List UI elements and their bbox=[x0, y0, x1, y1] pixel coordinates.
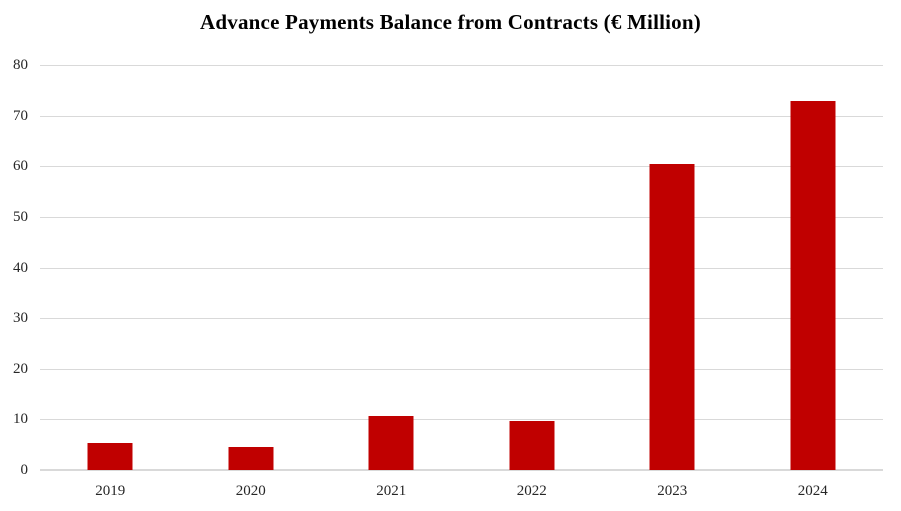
y-tick-label-80: 80 bbox=[13, 57, 28, 73]
y-tick-label-70: 70 bbox=[13, 107, 28, 124]
chart-title: Advance Payments Balance from Contracts … bbox=[200, 10, 701, 34]
gridline-50 bbox=[40, 217, 883, 218]
x-axis-line bbox=[40, 469, 883, 471]
bar-2020 bbox=[228, 447, 274, 470]
y-tick-label-30: 30 bbox=[13, 310, 28, 327]
x-tick-label-2020: 2020 bbox=[235, 483, 266, 499]
gridline-30 bbox=[40, 318, 883, 319]
bar-2019 bbox=[87, 442, 133, 470]
gridline-70 bbox=[40, 116, 883, 117]
x-tick-label-2019: 2019 bbox=[95, 483, 126, 499]
plot-area bbox=[40, 65, 883, 471]
gridline-10 bbox=[40, 419, 883, 420]
x-tick-label-2022: 2022 bbox=[516, 483, 547, 499]
x-tick-label-2024: 2024 bbox=[797, 483, 828, 499]
gridline-20 bbox=[40, 369, 883, 370]
y-tick-label-50: 50 bbox=[13, 208, 28, 225]
y-tick-label-10: 10 bbox=[13, 411, 28, 428]
gridline-80 bbox=[40, 65, 883, 66]
y-tick-label-40: 40 bbox=[13, 259, 28, 276]
y-tick-label-20: 20 bbox=[13, 360, 28, 377]
x-tick-label-2023: 2023 bbox=[657, 483, 688, 499]
y-tick-label-60: 60 bbox=[13, 158, 28, 175]
gridline-60 bbox=[40, 166, 883, 167]
x-tick-label-2021: 2021 bbox=[376, 483, 407, 499]
bar-2022 bbox=[509, 420, 555, 470]
bar-2021 bbox=[368, 416, 414, 470]
gridline-40 bbox=[40, 268, 883, 269]
bar-2023 bbox=[649, 164, 695, 470]
bar-2024 bbox=[790, 101, 836, 470]
y-tick-label-0: 0 bbox=[20, 462, 29, 478]
